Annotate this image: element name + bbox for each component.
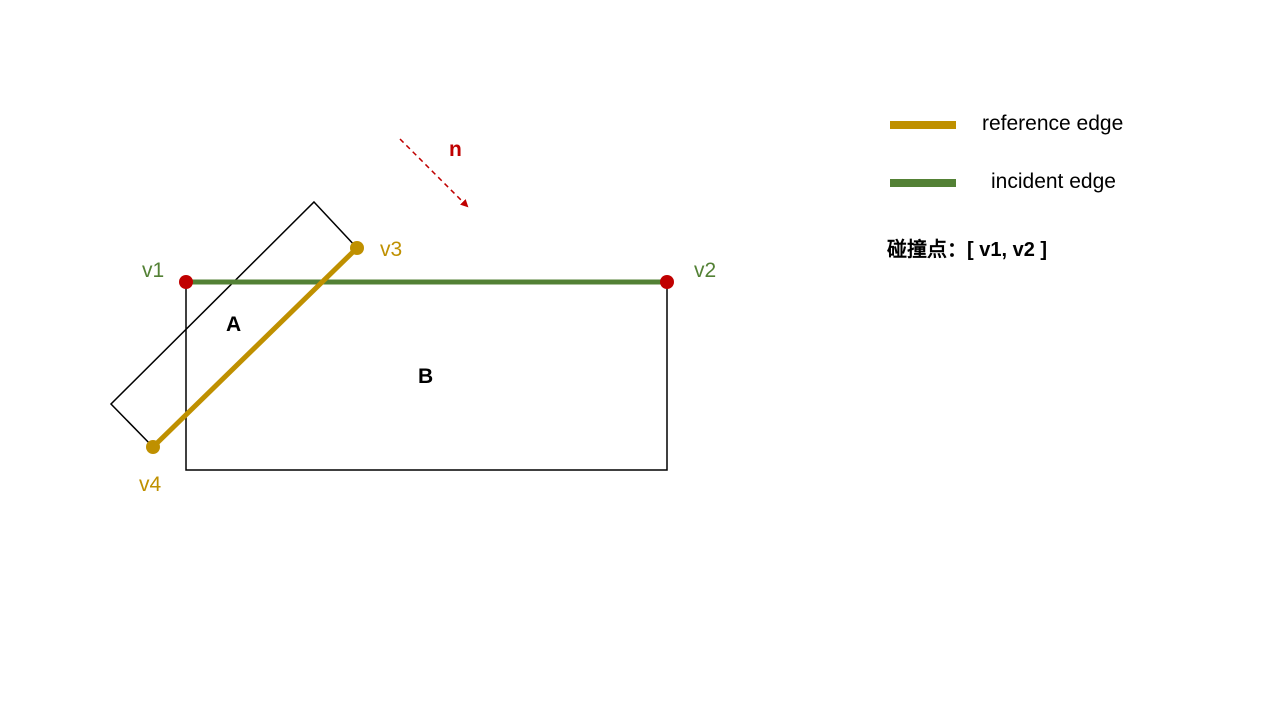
shape-a-label: A xyxy=(226,313,241,336)
shape-b-label: B xyxy=(418,365,433,388)
v3-label: v3 xyxy=(380,238,402,261)
v3-point xyxy=(350,241,364,255)
reference-edge-legend-label: reference edge xyxy=(982,112,1124,135)
incident-edge-swatch xyxy=(890,179,956,187)
legend-item-reference: reference edge xyxy=(890,105,1260,145)
legend-item-incident: incident edge xyxy=(890,163,1260,203)
v2-label: v2 xyxy=(694,259,716,282)
v4-label: v4 xyxy=(139,473,162,496)
contact-points-label: 碰撞点： xyxy=(887,237,967,261)
reference-edge-swatch xyxy=(890,121,956,129)
incident-edge-legend-label: incident edge xyxy=(991,170,1116,193)
reference-edge-line xyxy=(151,246,359,449)
v4-point xyxy=(146,440,160,454)
normal-label: n xyxy=(449,138,462,161)
v1-point xyxy=(179,275,193,289)
contact-points-value: [ v1, v2 ] xyxy=(967,239,1048,261)
v1-label: v1 xyxy=(142,259,164,282)
contact-points: 碰撞点：[ v1, v2 ] xyxy=(887,233,1047,262)
v2-point xyxy=(660,275,674,289)
normal-arrow xyxy=(399,138,469,208)
